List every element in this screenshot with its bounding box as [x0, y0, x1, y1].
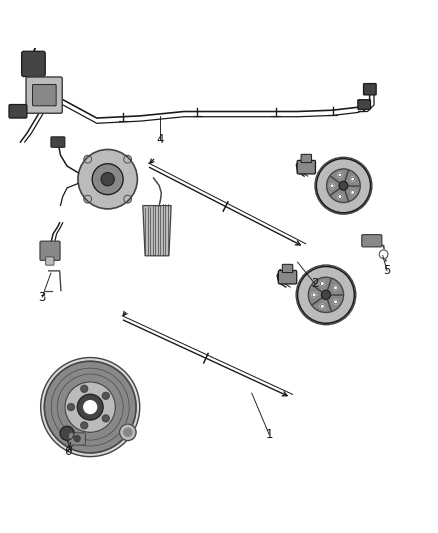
Circle shape — [312, 293, 316, 297]
FancyBboxPatch shape — [9, 104, 27, 118]
FancyBboxPatch shape — [21, 51, 45, 77]
Circle shape — [321, 290, 331, 300]
Circle shape — [120, 424, 136, 441]
Circle shape — [308, 277, 343, 312]
FancyBboxPatch shape — [51, 137, 65, 147]
FancyBboxPatch shape — [283, 264, 293, 272]
FancyBboxPatch shape — [301, 154, 311, 163]
Circle shape — [315, 157, 372, 214]
Circle shape — [338, 173, 342, 177]
Circle shape — [102, 415, 109, 422]
Circle shape — [351, 177, 354, 181]
Circle shape — [67, 403, 74, 410]
FancyBboxPatch shape — [279, 270, 297, 284]
Circle shape — [338, 195, 342, 198]
Circle shape — [379, 250, 388, 259]
Circle shape — [124, 428, 132, 437]
Circle shape — [339, 181, 348, 190]
Circle shape — [320, 281, 324, 286]
FancyBboxPatch shape — [40, 241, 60, 261]
Circle shape — [41, 358, 140, 457]
FancyBboxPatch shape — [26, 77, 62, 113]
Circle shape — [327, 169, 360, 203]
Circle shape — [92, 164, 123, 195]
Circle shape — [334, 300, 338, 304]
FancyBboxPatch shape — [69, 433, 85, 445]
Circle shape — [84, 195, 92, 203]
Circle shape — [101, 173, 114, 185]
Text: 6: 6 — [65, 445, 72, 458]
FancyBboxPatch shape — [358, 100, 371, 109]
FancyBboxPatch shape — [297, 160, 315, 174]
Circle shape — [124, 156, 131, 163]
Polygon shape — [143, 206, 171, 256]
Circle shape — [102, 392, 109, 399]
Circle shape — [124, 195, 131, 203]
Circle shape — [44, 361, 136, 453]
Circle shape — [78, 394, 103, 420]
FancyBboxPatch shape — [32, 84, 56, 106]
Circle shape — [296, 265, 356, 325]
FancyBboxPatch shape — [364, 84, 376, 95]
Text: 2: 2 — [311, 278, 319, 290]
FancyBboxPatch shape — [362, 235, 382, 247]
Circle shape — [78, 149, 138, 209]
Circle shape — [81, 385, 88, 392]
Text: 4: 4 — [156, 133, 164, 147]
Circle shape — [84, 401, 97, 414]
Circle shape — [351, 190, 354, 195]
Text: 1: 1 — [265, 428, 273, 441]
Circle shape — [65, 382, 116, 432]
FancyBboxPatch shape — [46, 257, 54, 265]
Circle shape — [330, 184, 334, 188]
Circle shape — [81, 422, 88, 429]
Circle shape — [74, 435, 80, 441]
Text: 5: 5 — [383, 264, 391, 277]
Text: 3: 3 — [39, 290, 46, 304]
Circle shape — [84, 156, 92, 163]
Circle shape — [334, 286, 338, 290]
Circle shape — [60, 426, 74, 440]
Circle shape — [320, 304, 324, 308]
